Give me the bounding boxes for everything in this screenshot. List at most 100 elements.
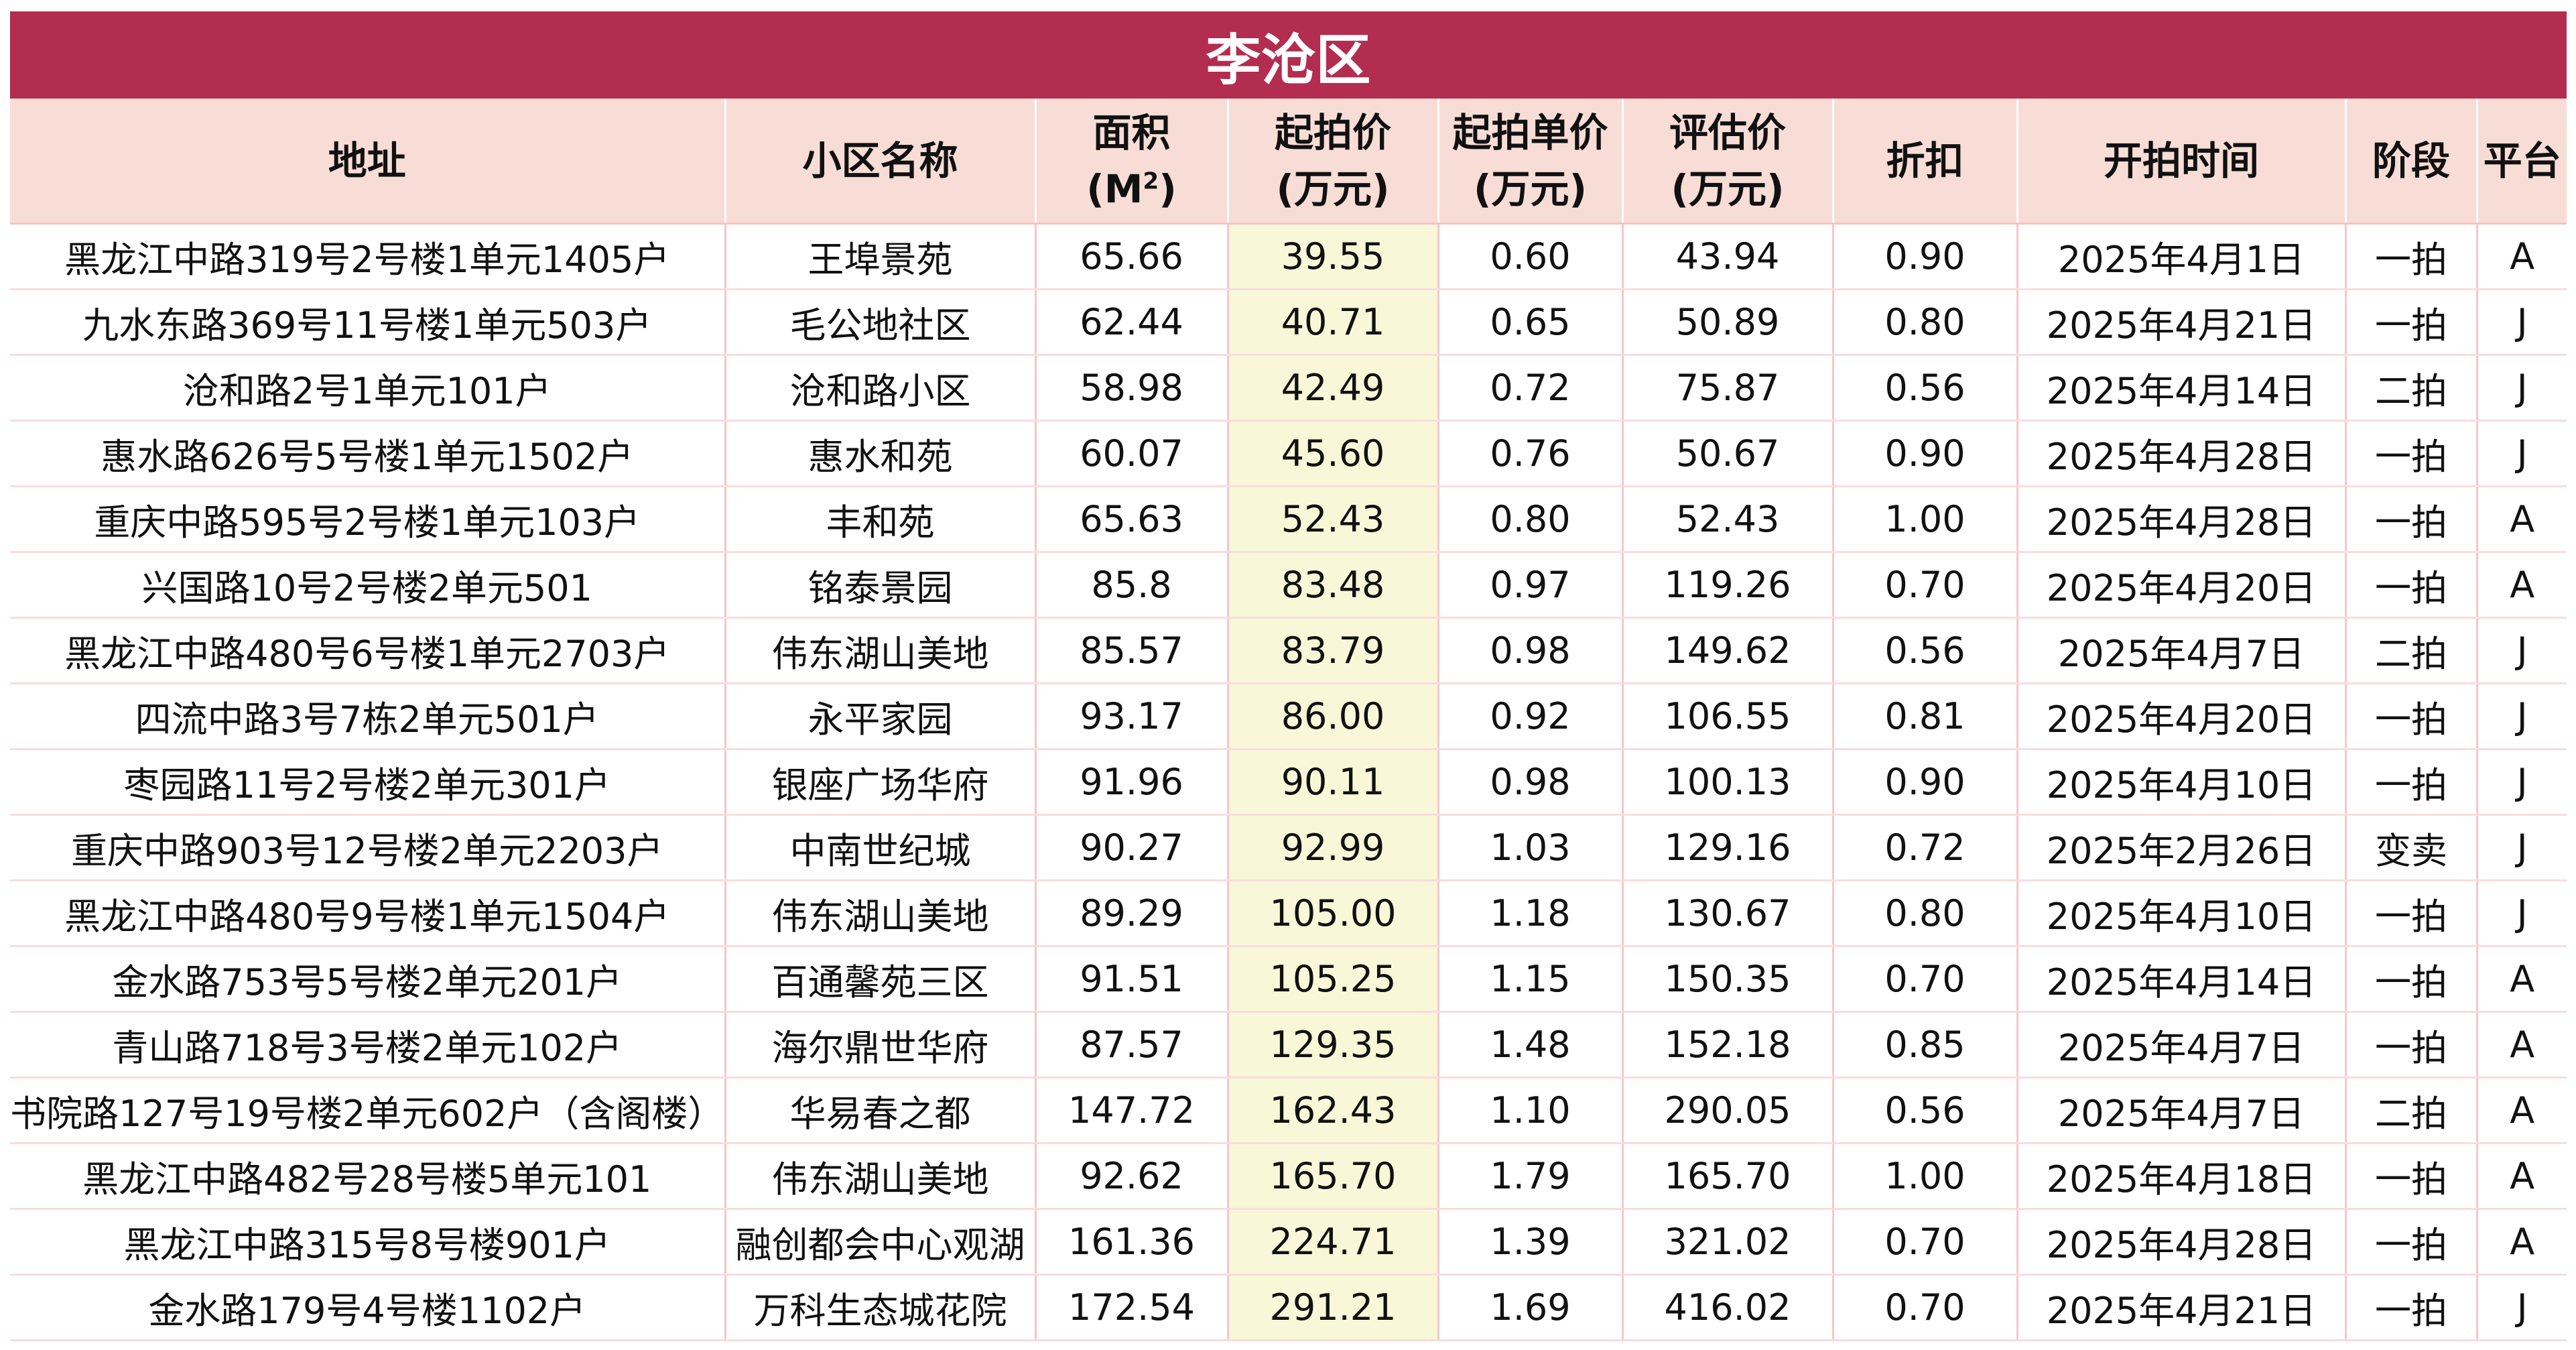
cell-appraisal: 150.35 [1622,946,1834,1013]
cell-unit-price: 0.97 [1438,552,1624,619]
cell-community: 铭泰景园 [725,552,1037,619]
cell-stage: 一拍 [2345,1274,2478,1341]
cell-appraisal: 52.43 [1622,486,1834,553]
table-row: 金水路753号5号楼2单元201户 百通馨苑三区 91.51 105.25 1.15 15… [10,946,2567,1013]
cell-auction-time: 2025年4月10日 [2017,880,2347,947]
cell-stage: 一拍 [2345,1143,2478,1210]
cell-auction-time: 2025年4月21日 [2017,289,2347,356]
header-appraisal-unit: (万元) [1671,166,1785,212]
cell-appraisal: 129.16 [1622,814,1834,881]
cell-start-price: 90.11 [1228,749,1439,816]
header-start-price: 起拍价 (万元) [1228,99,1439,225]
cell-auction-time: 2025年4月7日 [2017,1077,2347,1144]
cell-address: 重庆中路903号12号楼2单元2203户 [10,814,726,881]
header-appraisal: 评估价 (万元) [1622,99,1834,225]
cell-address: 金水路179号4号楼1102户 [10,1274,726,1341]
cell-auction-time: 2025年4月20日 [2017,552,2347,619]
header-auction-time: 开拍时间 [2017,99,2347,225]
cell-address: 青山路718号3号楼2单元102户 [10,1011,726,1079]
cell-auction-time: 2025年4月28日 [2017,486,2347,553]
cell-platform: A [2477,946,2567,1013]
cell-auction-time: 2025年4月1日 [2017,223,2347,290]
cell-appraisal: 290.05 [1622,1077,1834,1144]
cell-community: 银座广场华府 [725,749,1037,816]
cell-address: 惠水路626号5号楼1单元1502户 [10,420,726,487]
cell-unit-price: 0.80 [1438,486,1624,553]
cell-stage: 二拍 [2345,1077,2478,1144]
cell-discount: 1.00 [1833,1143,2018,1210]
cell-area: 161.36 [1035,1209,1229,1276]
table-row: 四流中路3号7栋2单元501户 永平家园 93.17 86.00 0.92 106.55 0… [10,683,2567,750]
cell-auction-time: 2025年4月20日 [2017,683,2347,750]
cell-community: 海尔鼎世华府 [725,1011,1037,1079]
cell-appraisal: 50.67 [1622,420,1834,487]
header-area-unit-sup: 2 [1143,168,1159,195]
cell-address: 黑龙江中路319号2号楼1单元1405户 [10,223,726,290]
cell-start-price: 40.71 [1228,289,1439,356]
table-row: 枣园路11号2号楼2单元301户 银座广场华府 91.96 90.11 0.98 100.… [10,749,2567,816]
cell-auction-time: 2025年4月18日 [2017,1143,2347,1210]
cell-discount: 0.70 [1833,1274,2018,1341]
header-area-unit: (M [1086,166,1143,212]
header-unit-price: 起拍单价 (万元) [1438,99,1624,225]
cell-unit-price: 1.03 [1438,814,1624,881]
cell-platform: J [2477,420,2567,487]
cell-address: 兴国路10号2号楼2单元501 [10,552,726,619]
cell-community: 永平家园 [725,683,1037,750]
table-row: 兴国路10号2号楼2单元501 铭泰景园 85.8 83.48 0.97 119.26 0.… [10,552,2567,619]
cell-address: 黑龙江中路480号9号楼1单元1504户 [10,880,726,947]
cell-start-price: 39.55 [1228,223,1439,290]
auction-table: 地址 小区名称 面积 (M2) 起拍价 (万元) 起拍单价 (万元) 评估价 (万元) … [10,99,2567,1341]
cell-appraisal: 43.94 [1622,223,1834,290]
cell-address: 枣园路11号2号楼2单元301户 [10,749,726,816]
cell-start-price: 83.79 [1228,617,1439,684]
cell-address: 黑龙江中路480号6号楼1单元2703户 [10,617,726,684]
cell-unit-price: 0.72 [1438,355,1624,422]
cell-area: 65.66 [1035,223,1229,290]
cell-discount: 0.72 [1833,814,2018,881]
cell-appraisal: 152.18 [1622,1011,1834,1079]
header-area-unit-close: ) [1159,166,1177,212]
cell-stage: 一拍 [2345,486,2478,553]
cell-platform: J [2477,814,2567,881]
cell-area: 91.51 [1035,946,1229,1013]
cell-area: 87.57 [1035,1011,1229,1079]
cell-discount: 0.90 [1833,420,2018,487]
cell-community: 华易春之都 [725,1077,1037,1144]
cell-platform: A [2477,486,2567,553]
cell-unit-price: 1.79 [1438,1143,1624,1210]
table-row: 九水东路369号11号楼1单元503户 毛公地社区 62.44 40.71 0.65 50… [10,289,2567,356]
cell-unit-price: 1.10 [1438,1077,1624,1144]
table-row: 黑龙江中路315号8号楼901户 融创都会中心观湖 161.36 224.71 1.39… [10,1209,2567,1276]
cell-area: 85.8 [1035,552,1229,619]
table-row: 金水路179号4号楼1102户 万科生态城花院 172.54 291.21 1.69 41… [10,1274,2567,1341]
cell-stage: 一拍 [2345,880,2478,947]
cell-start-price: 42.49 [1228,355,1439,422]
cell-discount: 0.56 [1833,355,2018,422]
cell-unit-price: 1.15 [1438,946,1624,1013]
table-row: 书院路127号19号楼2单元602户（含阁楼） 华易春之都 147.72 162.43… [10,1077,2567,1144]
cell-discount: 0.56 [1833,1077,2018,1144]
cell-auction-time: 2025年4月7日 [2017,617,2347,684]
cell-appraisal: 75.87 [1622,355,1834,422]
table-row: 黑龙江中路480号9号楼1单元1504户 伟东湖山美地 89.29 105.00 1.1… [10,880,2567,947]
header-start-price-label: 起拍价 [1274,109,1391,156]
header-appraisal-label: 评估价 [1669,109,1786,156]
cell-area: 58.98 [1035,355,1229,422]
cell-area: 91.96 [1035,749,1229,816]
cell-unit-price: 0.60 [1438,223,1624,290]
cell-platform: A [2477,1011,2567,1079]
header-discount: 折扣 [1833,99,2018,225]
cell-discount: 0.80 [1833,880,2018,947]
cell-discount: 0.90 [1833,223,2018,290]
header-platform: 平台 [2477,99,2567,225]
cell-appraisal: 321.02 [1622,1209,1834,1276]
cell-stage: 一拍 [2345,749,2478,816]
cell-area: 93.17 [1035,683,1229,750]
cell-discount: 0.70 [1833,1209,2018,1276]
cell-stage: 变卖 [2345,814,2478,881]
cell-unit-price: 1.69 [1438,1274,1624,1341]
cell-stage: 一拍 [2345,683,2478,750]
table-row: 黑龙江中路319号2号楼1单元1405户 王埠景苑 65.66 39.55 0.60 43… [10,223,2567,290]
cell-address: 重庆中路595号2号楼1单元103户 [10,486,726,553]
